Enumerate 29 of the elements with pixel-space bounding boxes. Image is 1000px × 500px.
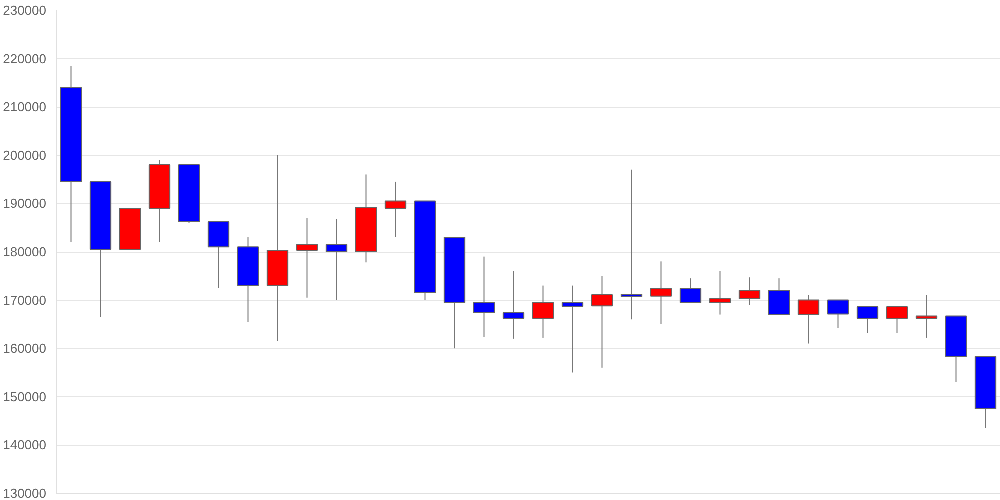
y-tick-label: 200000 <box>3 148 47 163</box>
candlestick <box>886 306 908 334</box>
candlestick <box>296 218 318 298</box>
y-tick-label: 180000 <box>3 244 47 260</box>
candlestick <box>591 276 614 368</box>
candlestick <box>650 261 672 325</box>
candlestick <box>532 285 554 338</box>
candlestick <box>798 294 820 344</box>
candlestick <box>502 270 525 340</box>
y-tick-label: 190000 <box>3 196 47 212</box>
candlestick <box>680 278 702 304</box>
y-tick-label: 220000 <box>3 51 47 66</box>
candlestick <box>620 169 643 320</box>
y-tick-label: 230000 <box>3 3 47 18</box>
y-tick-label: 160000 <box>3 341 47 356</box>
y-tick-label: 150000 <box>3 389 47 404</box>
candlestick <box>326 218 348 301</box>
candlestick <box>916 294 938 338</box>
y-tick-label: 170000 <box>3 292 47 308</box>
y-tick-label: 210000 <box>3 100 47 115</box>
candlestick <box>709 270 732 316</box>
candlestick <box>384 181 407 238</box>
y-tick-label: 140000 <box>3 438 47 453</box>
candlestick <box>562 285 584 374</box>
candlestick <box>827 300 850 329</box>
y-tick-label: 130000 <box>3 486 47 500</box>
candlestick <box>738 277 761 306</box>
candlestick <box>856 306 879 334</box>
candlestick <box>473 256 496 338</box>
